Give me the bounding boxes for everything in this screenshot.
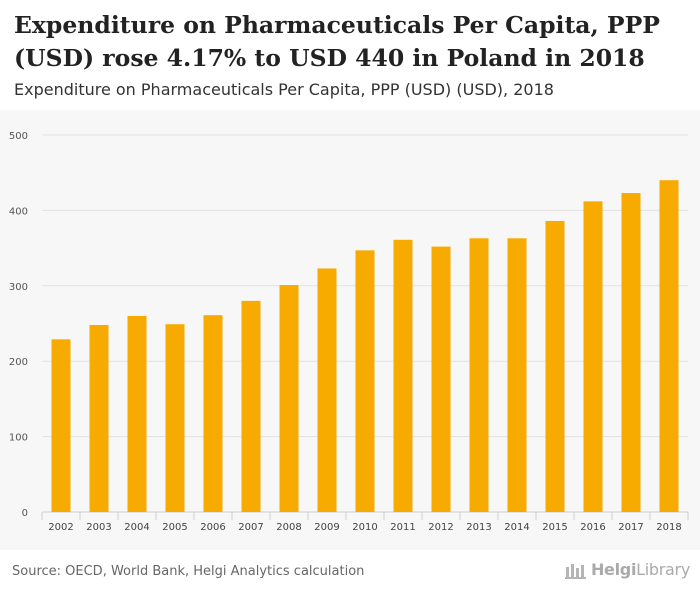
bar-chart: 0 100 200 300 400 500 2002 2003 2004 2005 2006 2007… [9, 131, 689, 533]
helgi-library-logo-icon [564, 563, 586, 579]
x-tick-label: 2002 [48, 522, 73, 533]
x-tick-label: 2015 [542, 522, 567, 533]
y-tick-label: 200 [9, 357, 28, 368]
bar [659, 180, 679, 512]
x-tick-label: 2004 [124, 522, 149, 533]
helgi-library-logo: HelgiLibrary [564, 560, 690, 579]
chart-subtitle: Expenditure on Pharmaceuticals Per Capit… [14, 80, 554, 99]
source-note: Source: OECD, World Bank, Helgi Analytic… [12, 564, 365, 579]
x-tick-label: 2011 [390, 522, 415, 533]
logo-text-light: Library [636, 560, 690, 579]
logo-text-bold: Helgi [590, 560, 637, 579]
x-tick-label: 2006 [200, 522, 225, 533]
y-tick-label: 500 [9, 131, 28, 142]
bar [431, 246, 451, 513]
x-tick-label: 2008 [276, 522, 301, 533]
y-tick-label: 300 [9, 282, 28, 293]
bar [469, 238, 489, 512]
x-tick-label: 2017 [618, 522, 643, 533]
bar [89, 325, 109, 512]
x-tick-label: 2007 [238, 522, 263, 533]
y-tick-label: 400 [9, 206, 28, 217]
x-tick-label: 2014 [504, 522, 529, 533]
chart-title: Expenditure on Pharmaceuticals Per Capit… [14, 11, 660, 72]
logo-text: HelgiLibrary [591, 560, 690, 579]
x-tick-label: 2016 [580, 522, 605, 533]
bar [507, 238, 527, 512]
x-tick-label: 2005 [162, 522, 187, 533]
bar [203, 315, 223, 512]
bar [393, 239, 413, 512]
x-tick-label: 2010 [352, 522, 377, 533]
y-tick-label: 100 [9, 433, 28, 444]
x-tick-label: 2012 [428, 522, 453, 533]
bar [545, 220, 565, 512]
bar [621, 193, 641, 513]
bar [165, 324, 185, 512]
bar [279, 285, 299, 512]
y-tick-label: 0 [22, 508, 28, 519]
bar [127, 315, 147, 512]
bar [317, 268, 337, 512]
plot-background [0, 110, 700, 550]
bar [355, 250, 375, 512]
bar [51, 339, 71, 512]
bar [583, 201, 603, 512]
x-tick-label: 2013 [466, 522, 491, 533]
chart-header: Expenditure on Pharmaceuticals Per Capit… [0, 0, 700, 110]
x-tick-label: 2003 [86, 522, 111, 533]
x-tick-label: 2018 [656, 522, 681, 533]
x-tick-label: 2009 [314, 522, 339, 533]
bar [241, 300, 261, 512]
